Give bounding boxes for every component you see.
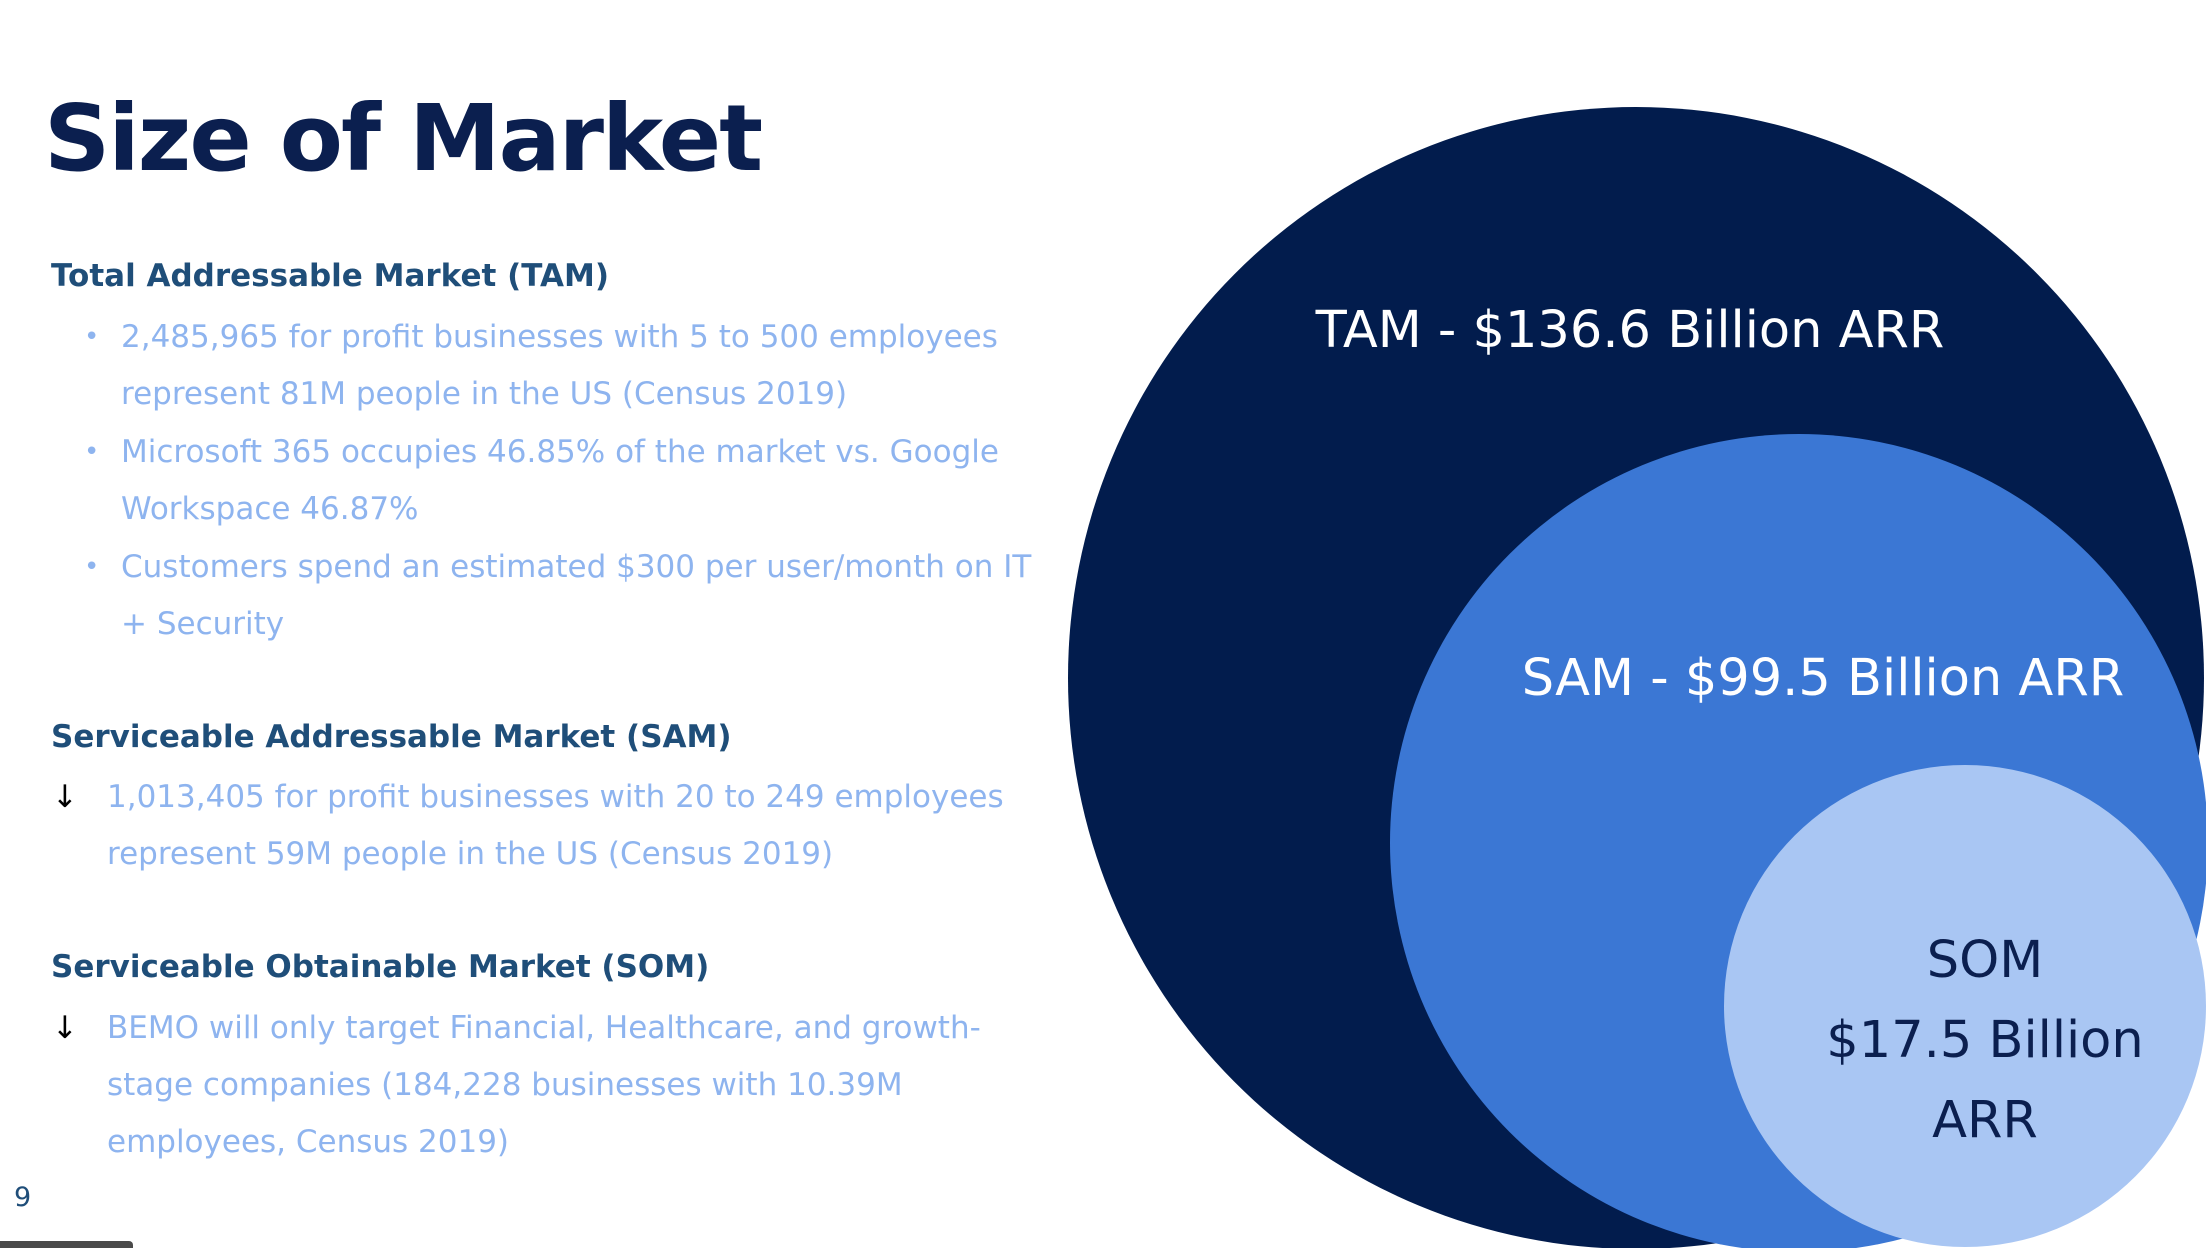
down-arrow-icon: ↓: [52, 1010, 78, 1046]
som-line-2: stage companies (184,228 businesses with…: [107, 1067, 903, 1103]
page-title: Size of Market: [44, 85, 763, 192]
tam-bullet-1-line-1: 2,485,965 for profit businesses with 5 t…: [121, 319, 998, 355]
sam-label: SAM - $99.5 Billion ARR: [1522, 649, 2124, 708]
sam-line-1: 1,013,405 for profit businesses with 20 …: [107, 779, 1004, 815]
som-line-3: employees, Census 2019): [107, 1124, 510, 1160]
som-label-line-3: ARR: [1932, 1091, 2038, 1150]
down-arrow-icon: ↓: [52, 779, 78, 815]
som-heading: Serviceable Obtainable Market (SOM): [51, 949, 710, 985]
som-label-line-2: $17.5 Billion: [1826, 1011, 2143, 1070]
bullet-dot-icon: •: [84, 552, 100, 582]
bottom-scrollbar[interactable]: [0, 1241, 133, 1248]
tam-heading: Total Addressable Market (TAM): [51, 258, 610, 294]
bullet-dot-icon: •: [84, 437, 100, 467]
som-label-line-1: SOM: [1927, 931, 2044, 990]
sam-line-2: represent 59M people in the US (Census 2…: [107, 836, 834, 872]
sam-heading: Serviceable Addressable Market (SAM): [51, 719, 732, 755]
tam-bullet-2-line-2: Workspace 46.87%: [121, 491, 419, 527]
som-circle: [1724, 765, 2206, 1247]
tam-bullet-3-line-2: + Security: [121, 606, 285, 642]
tam-bullet-1-line-2: represent 81M people in the US (Census 2…: [121, 376, 848, 412]
page-number: 9: [14, 1182, 32, 1213]
tam-bullet-2-line-1: Microsoft 365 occupies 46.85% of the mar…: [121, 434, 999, 470]
tam-label: TAM - $136.6 Billion ARR: [1315, 301, 1945, 360]
tam-bullet-3-line-1: Customers spend an estimated $300 per us…: [121, 549, 1032, 585]
bullet-dot-icon: •: [84, 322, 100, 352]
som-line-1: BEMO will only target Financial, Healthc…: [107, 1010, 981, 1046]
